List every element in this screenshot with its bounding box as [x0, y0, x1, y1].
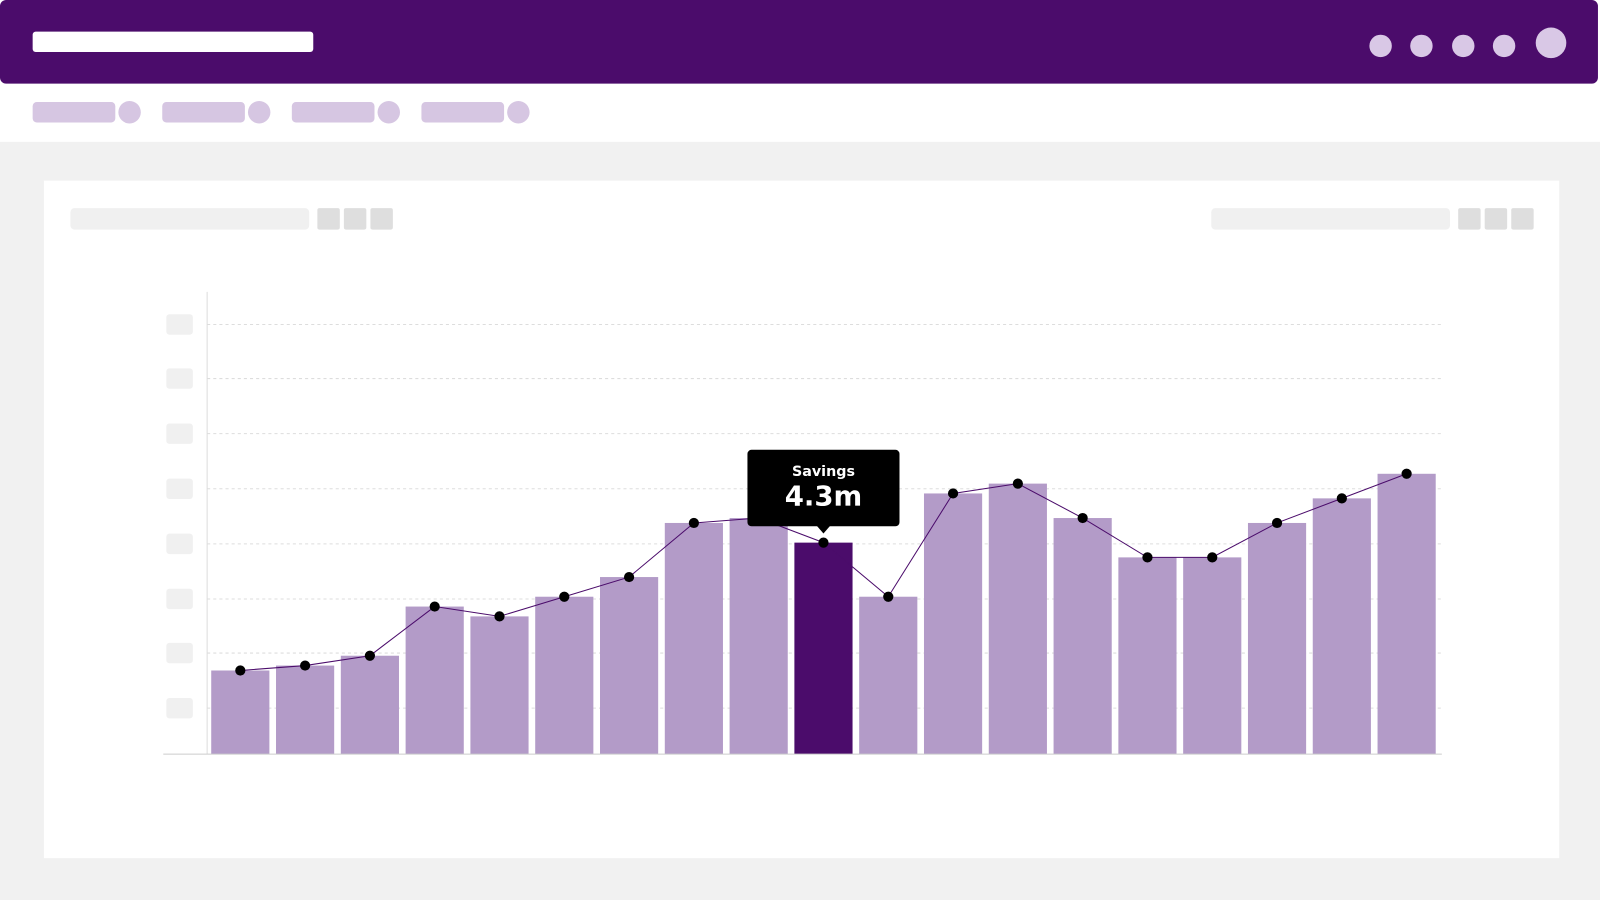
icon[interactable] — [1410, 34, 1433, 58]
icon[interactable] — [1369, 34, 1392, 58]
point — [1207, 552, 1218, 563]
point — [947, 488, 959, 499]
tooltip: Savings 4.3m — [747, 449, 900, 534]
tooltip-title: Savings — [792, 464, 855, 480]
point — [883, 591, 894, 602]
bar — [923, 493, 983, 755]
y-label-placeholders — [166, 314, 193, 719]
tab-icon — [247, 101, 271, 124]
bar — [340, 655, 399, 755]
point — [300, 660, 311, 671]
tab[interactable] — [32, 102, 116, 123]
y-label-placeholder — [166, 697, 193, 719]
point — [818, 537, 829, 548]
y-label-placeholder — [166, 642, 193, 664]
point — [1077, 512, 1088, 524]
point — [1012, 478, 1023, 489]
point — [688, 517, 699, 529]
y-label-placeholder — [166, 533, 193, 555]
icon[interactable] — [1452, 34, 1475, 58]
tab[interactable] — [291, 102, 375, 123]
bar — [1312, 498, 1371, 755]
filter-placeholder — [1211, 208, 1450, 230]
y-label-placeholder — [166, 368, 193, 389]
bar — [1118, 557, 1177, 755]
plot — [211, 468, 1436, 755]
button[interactable] — [1484, 208, 1508, 230]
bar — [1183, 557, 1242, 755]
tooltip-box — [747, 449, 900, 527]
bar — [794, 542, 853, 755]
y-label-placeholder — [166, 588, 193, 610]
point — [494, 611, 505, 622]
bar — [535, 596, 594, 755]
point — [429, 601, 440, 612]
button[interactable] — [1511, 208, 1534, 230]
point — [623, 571, 635, 583]
bar — [470, 616, 529, 755]
tabs — [32, 101, 530, 124]
bar — [1377, 473, 1436, 755]
tab-icon — [507, 101, 530, 124]
icon[interactable] — [1492, 34, 1516, 58]
avatar[interactable] — [1535, 27, 1567, 59]
y-label-placeholder — [166, 314, 193, 335]
bar — [729, 518, 788, 755]
point — [1336, 493, 1347, 504]
tab[interactable] — [162, 102, 245, 123]
bar — [859, 596, 918, 755]
y-label-placeholder — [166, 478, 193, 499]
point — [1142, 552, 1153, 563]
tooltip-pointer — [816, 525, 831, 534]
bar — [1053, 518, 1112, 755]
bar — [664, 522, 723, 755]
bar — [211, 670, 270, 755]
button[interactable] — [370, 208, 393, 230]
tab[interactable] — [421, 102, 505, 123]
search-bar[interactable] — [32, 31, 314, 53]
point — [364, 650, 375, 661]
bar — [276, 665, 335, 755]
button[interactable] — [1458, 208, 1481, 230]
bar — [1247, 522, 1307, 755]
point — [1401, 468, 1412, 479]
bar — [600, 577, 659, 755]
button[interactable] — [317, 208, 340, 230]
point — [559, 591, 570, 602]
bar — [988, 483, 1047, 755]
tab-icon — [377, 101, 400, 124]
card-title-placeholder — [70, 208, 310, 230]
button[interactable] — [343, 208, 367, 230]
tab-icon — [118, 101, 141, 124]
tooltip-value: 4.3m — [785, 481, 863, 513]
top-bar — [0, 0, 1598, 84]
point — [1271, 517, 1283, 529]
y-label-placeholder — [166, 423, 193, 444]
point — [235, 665, 246, 676]
bar — [405, 606, 464, 755]
